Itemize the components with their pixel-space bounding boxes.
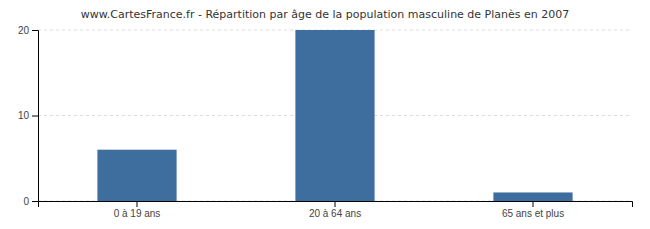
tick-mark	[533, 201, 534, 207]
axis-line	[39, 202, 633, 208]
chart: 0 10 20 0 à 19 ans 20 à 64 ans 65 ans et plus…	[0, 0, 650, 229]
tick-label: 20 à 64 ans	[309, 208, 361, 219]
tick-mark	[32, 30, 38, 31]
bar	[97, 150, 176, 201]
bar	[493, 192, 572, 201]
tick-label: 0	[23, 196, 29, 207]
tick-mark	[32, 201, 38, 202]
tick-label: 10	[18, 110, 30, 121]
bar	[295, 30, 374, 201]
tick-label: 0 à 19 ans	[114, 208, 161, 219]
tick-label: 65 ans et plus	[502, 208, 564, 219]
title: www.CartesFrance.fr - Répartition par âg…	[81, 8, 570, 21]
tick: 0	[23, 196, 38, 207]
tick: 20	[18, 25, 38, 36]
axis-line	[32, 31, 39, 202]
tick: 0 à 19 ans	[114, 201, 161, 219]
x-axis: 0 à 19 ans 20 à 64 ans 65 ans et plus	[39, 201, 633, 219]
tick-mark	[32, 116, 38, 117]
grid	[38, 30, 632, 201]
tick-label: 20	[18, 25, 30, 36]
tick: 65 ans et plus	[502, 201, 564, 219]
plot: 0 10 20 0 à 19 ans 20 à 64 ans 65 ans et plus	[18, 25, 633, 219]
tick: 10	[18, 110, 38, 121]
y-axis: 0 10 20	[18, 25, 39, 207]
tick-mark	[137, 201, 138, 207]
tick: 20 à 64 ans	[309, 201, 361, 219]
tick-mark	[335, 201, 336, 207]
bars	[97, 30, 572, 201]
